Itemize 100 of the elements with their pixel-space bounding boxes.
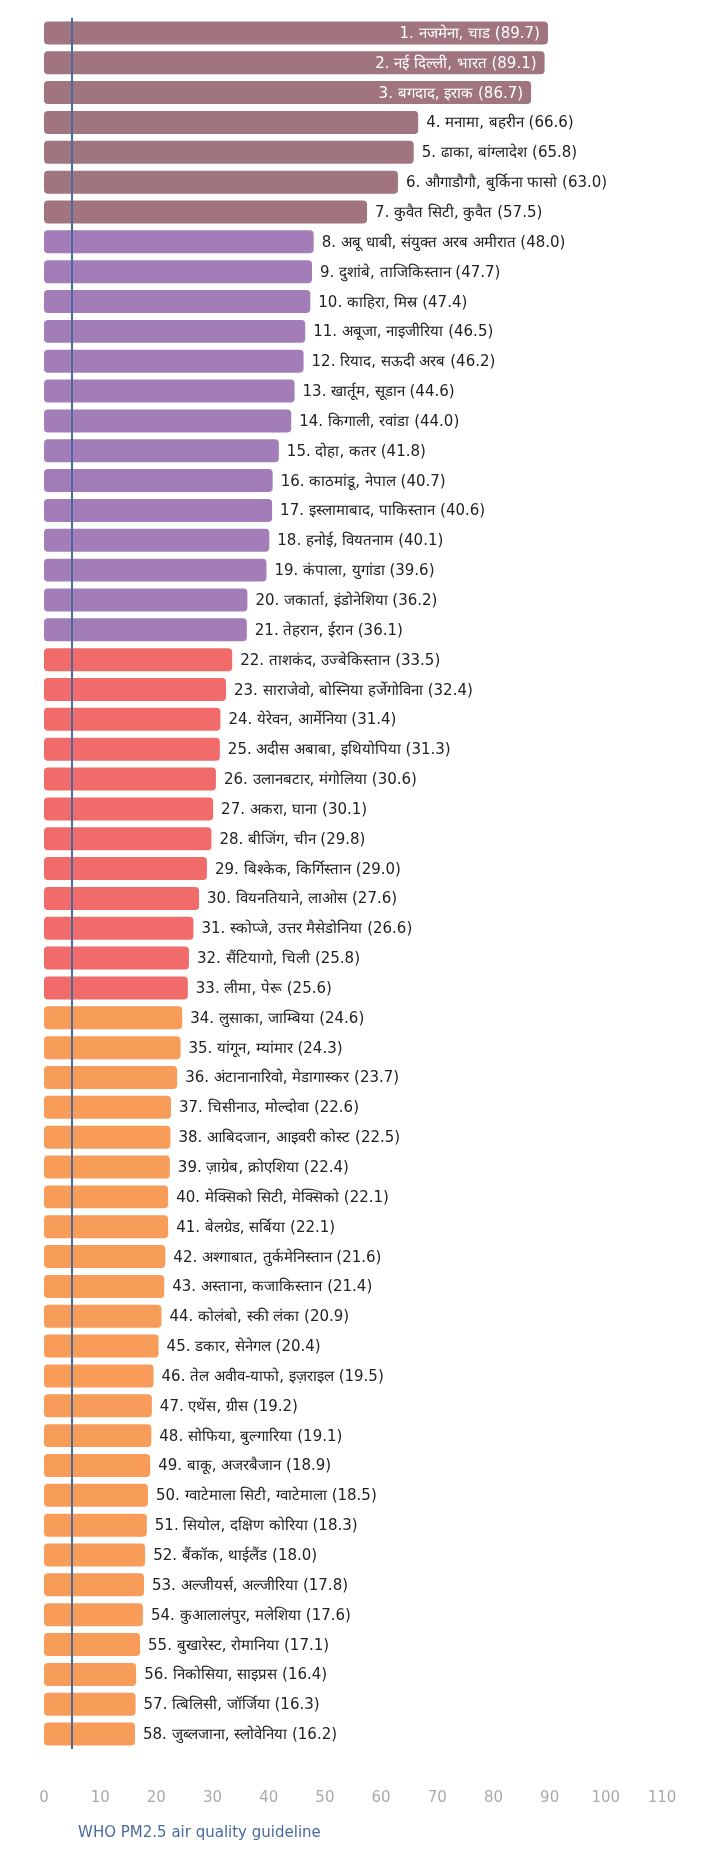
category-label: 16. काठमांडू, नेपाल (40.7) bbox=[280, 471, 446, 490]
bar bbox=[44, 498, 273, 522]
bar bbox=[44, 1662, 137, 1686]
category-label: 26. उलानबटार, मंगोलिया (30.6) bbox=[223, 770, 417, 789]
category-label: 10. काहिरा, मिस्र (47.4) bbox=[318, 292, 468, 311]
bar bbox=[44, 140, 414, 164]
x-tick-label: 10 bbox=[90, 1787, 110, 1806]
bar bbox=[44, 1513, 147, 1537]
bar bbox=[44, 349, 304, 373]
bar bbox=[44, 110, 419, 134]
x-tick-label: 110 bbox=[647, 1787, 677, 1806]
bar bbox=[44, 678, 227, 701]
category-label: 36. अंटानानारिवो, मेडागास्कर (23.7) bbox=[185, 1068, 400, 1087]
category-label: 32. सैंटियागो, चिली (25.8) bbox=[196, 949, 360, 968]
category-label: 27. अकरा, घाना (30.1) bbox=[221, 799, 368, 818]
bar bbox=[44, 737, 220, 761]
category-label: 45. डकार, सेनेगल (20.4) bbox=[166, 1337, 321, 1356]
category-label: 58. जुब्लजाना, स्लोवेनिया (16.2) bbox=[143, 1725, 338, 1744]
category-label: 18. हनोई, वियतनाम (40.1) bbox=[277, 531, 444, 550]
category-label: 35. यांगून, म्यांमार (24.3) bbox=[188, 1038, 343, 1057]
bar bbox=[44, 170, 398, 194]
bar bbox=[44, 439, 279, 463]
category-label: 42. अश्गाबात, तुर्कमेनिस्तान (21.6) bbox=[173, 1247, 382, 1266]
category-label: 14. किगाली, रवांडा (44.0) bbox=[299, 411, 460, 430]
category-label: 48. सोफिया, बुल्गारिया (19.1) bbox=[159, 1426, 343, 1445]
bar bbox=[44, 1006, 183, 1030]
bar bbox=[44, 1245, 166, 1269]
bar bbox=[44, 81, 532, 105]
category-label: 1. नजमेना, चाड (89.7) bbox=[399, 23, 540, 42]
bar bbox=[44, 1274, 165, 1298]
category-label: 46. तेल अवीव-याफो, इज़राइल (19.5) bbox=[161, 1366, 384, 1385]
category-label: 21. तेहरान, ईरान (36.1) bbox=[254, 620, 403, 639]
category-label: 37. चिसीनाउ, मोल्दोवा (22.6) bbox=[178, 1098, 359, 1117]
bar bbox=[44, 260, 312, 284]
bar bbox=[44, 1155, 170, 1179]
category-label: 12. रियाद, सऊदी अरब (46.2) bbox=[311, 352, 496, 371]
bar bbox=[44, 469, 273, 493]
x-tick-label: 0 bbox=[39, 1787, 49, 1806]
category-label: 24. येरेवन, आर्मेनिया (31.4) bbox=[228, 710, 397, 729]
category-label: 6. औगाडौगौ, बुर्किना फासो (63.0) bbox=[405, 173, 608, 192]
category-label: 50. ग्वाटेमाला सिटी, ग्वाटेमाला (18.5) bbox=[155, 1486, 377, 1505]
bar bbox=[44, 1364, 154, 1388]
category-label: 9. दुशांबे, ताजिकिस्तान (47.7) bbox=[319, 262, 501, 281]
bar bbox=[44, 857, 207, 881]
category-label: 52. बैंकॉक, थाईलैंड (18.0) bbox=[153, 1546, 318, 1565]
category-label: 3. बगदाद, इराक (86.7) bbox=[378, 83, 524, 102]
bar bbox=[44, 1633, 141, 1657]
bar bbox=[44, 916, 194, 940]
category-label: 19. कंपाला, युगांडा (39.6) bbox=[274, 561, 435, 580]
category-label: 4. मनामा, बहरीन (66.6) bbox=[426, 113, 574, 132]
bar bbox=[44, 319, 306, 343]
bar bbox=[44, 1095, 171, 1119]
x-tick-label: 70 bbox=[427, 1787, 447, 1806]
bar bbox=[44, 1543, 146, 1567]
category-label: 53. अल्जीयर्स, अल्जीरिया (17.8) bbox=[152, 1575, 349, 1594]
category-label: 57. त्बिलिसी, जॉर्जिया (16.3) bbox=[143, 1695, 320, 1714]
category-label: 11. अबूजा, नाइजीरिया (46.5) bbox=[313, 322, 494, 341]
bar bbox=[44, 528, 270, 552]
bar bbox=[44, 1483, 148, 1507]
bar bbox=[44, 827, 212, 851]
bar bbox=[44, 976, 188, 1000]
bar bbox=[44, 230, 314, 254]
category-label: 49. बाकू, अजरबैजान (18.9) bbox=[158, 1456, 332, 1475]
category-label: 15. दोहा, कतर (41.8) bbox=[286, 441, 426, 460]
bar bbox=[44, 1453, 151, 1477]
category-label: 22. ताशकंद, उज्बेकिस्तान (33.5) bbox=[240, 650, 441, 669]
bar bbox=[44, 1722, 136, 1746]
x-tick-label: 80 bbox=[483, 1787, 503, 1806]
ref-line-label: WHO PM2.5 air quality guideline bbox=[78, 1822, 321, 1841]
category-label: 56. निकोसिया, साइप्रस (16.4) bbox=[144, 1665, 328, 1684]
category-label: 25. अदीस अबाबा, इथियोपिया (31.3) bbox=[227, 740, 451, 759]
bar bbox=[44, 290, 311, 314]
category-label: 55. बुखारेस्ट, रोमानिया (17.1) bbox=[148, 1635, 330, 1654]
category-label: 5. ढाका, बांग्लादेश (65.8) bbox=[421, 143, 578, 162]
bar bbox=[44, 558, 267, 582]
bar bbox=[44, 1185, 169, 1209]
x-tick-label: 40 bbox=[259, 1787, 279, 1806]
category-label: 13. खार्तूम, सूडान (44.6) bbox=[302, 382, 455, 401]
bar bbox=[44, 51, 545, 75]
bar bbox=[44, 200, 368, 224]
bar bbox=[44, 379, 295, 403]
x-tick-label: 50 bbox=[315, 1787, 335, 1806]
category-label: 33. लीमा, पेरू (25.6) bbox=[195, 978, 332, 997]
category-label: 17. इस्लामाबाद, पाकिस्तान (40.6) bbox=[280, 501, 486, 520]
category-label: 47. एथेंस, ग्रीस (19.2) bbox=[159, 1396, 298, 1415]
x-tick-label: 100 bbox=[591, 1787, 621, 1806]
category-label: 40. मेक्सिको सिटी, मेक्सिको (22.1) bbox=[176, 1187, 389, 1206]
bar bbox=[44, 1394, 152, 1418]
bar bbox=[44, 767, 216, 791]
bar bbox=[44, 588, 248, 612]
bar bbox=[44, 1424, 152, 1448]
category-label: 31. स्कोप्जे, उत्तर मैसेडोनिया (26.6) bbox=[201, 919, 413, 938]
category-label: 23. साराजेवो, बोस्निया हर्जेगोविना (32.4) bbox=[234, 680, 473, 699]
category-label: 41. बेलग्रेड, सर्बिया (22.1) bbox=[176, 1217, 336, 1236]
bar bbox=[44, 1036, 181, 1060]
bar bbox=[44, 1603, 143, 1627]
category-label: 44. कोलंबो, स्की लंका (20.9) bbox=[169, 1307, 350, 1326]
category-label: 39. ज़ाग्रेब, क्रोएशिया (22.4) bbox=[177, 1158, 349, 1177]
category-label: 20. जकार्ता, इंडोनेशिया (36.2) bbox=[255, 590, 438, 609]
category-label: 34. लुसाका, जाम्बिया (24.6) bbox=[190, 1008, 365, 1027]
